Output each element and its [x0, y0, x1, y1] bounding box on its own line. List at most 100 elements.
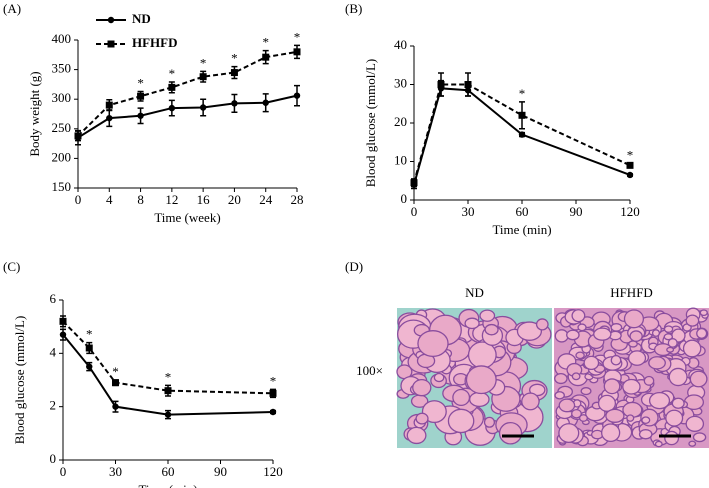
marker — [199, 73, 207, 81]
marker — [199, 104, 207, 111]
follicle — [516, 321, 543, 341]
follicle — [571, 309, 586, 323]
follicle — [623, 309, 645, 329]
follicle — [575, 351, 585, 360]
y-tick-label: 350 — [52, 61, 72, 76]
marker — [105, 101, 113, 109]
significance: * — [262, 35, 269, 50]
x-tick-label: 90 — [214, 464, 227, 479]
follicle — [665, 409, 684, 427]
y-tick-label: 250 — [52, 120, 72, 135]
follicle — [627, 350, 647, 366]
follicle — [483, 416, 496, 428]
follicle — [412, 378, 432, 397]
marker — [168, 104, 176, 112]
follicle — [603, 378, 621, 395]
y-tick-label: 300 — [52, 90, 72, 105]
x-tick-label: 8 — [137, 192, 144, 207]
follicle — [643, 375, 655, 386]
follicle — [601, 423, 621, 443]
x-tick-label: 28 — [291, 192, 304, 207]
significance: * — [165, 369, 172, 384]
panel-label: (B) — [345, 1, 362, 16]
follicle — [688, 440, 697, 447]
follicle — [554, 372, 568, 385]
follicle — [671, 397, 685, 409]
significance: * — [86, 327, 93, 342]
legend-marker — [107, 16, 115, 24]
y-axis-label: Blood glucose (mmol/L) — [363, 59, 378, 188]
follicle — [521, 392, 540, 411]
follicle — [465, 365, 497, 395]
marker — [518, 111, 526, 119]
follicle — [554, 391, 565, 400]
marker — [86, 363, 93, 370]
x-axis-label: Time (min) — [492, 222, 551, 237]
y-tick-label: 0 — [401, 191, 408, 206]
x-tick-label: 12 — [165, 192, 178, 207]
significance: * — [627, 147, 634, 162]
follicle — [571, 408, 582, 419]
follicle — [685, 314, 700, 327]
marker — [464, 81, 472, 88]
y-axis-label: Body weight (g) — [27, 71, 42, 156]
follicle — [558, 398, 576, 413]
x-tick-label: 30 — [109, 464, 122, 479]
marker — [106, 114, 113, 122]
follicle — [629, 330, 643, 342]
y-tick-label: 150 — [52, 179, 72, 194]
marker — [626, 171, 634, 179]
follicle — [685, 415, 705, 432]
follicle — [447, 408, 475, 434]
marker — [137, 92, 145, 100]
follicle — [406, 426, 427, 445]
follicle — [498, 421, 523, 445]
marker — [437, 81, 445, 88]
marker — [269, 389, 277, 397]
panel-label: (D) — [345, 259, 363, 274]
y-tick-label: 400 — [52, 31, 72, 46]
follicle — [577, 323, 587, 332]
x-tick-label: 120 — [263, 464, 283, 479]
marker — [230, 69, 238, 77]
follicle — [689, 370, 708, 388]
follicle — [571, 372, 581, 381]
follicle — [651, 329, 661, 337]
follicle — [417, 330, 449, 357]
marker — [626, 161, 634, 169]
x-tick-label: 16 — [197, 192, 211, 207]
marker — [231, 100, 238, 107]
series-line — [77, 50, 298, 137]
follicle — [641, 416, 651, 425]
follicle — [610, 354, 622, 366]
follicle — [464, 317, 480, 330]
x-tick-label: 30 — [462, 204, 475, 219]
follicle — [654, 440, 663, 448]
legend-label: ND — [132, 11, 151, 26]
follicle — [667, 338, 678, 348]
follicle — [433, 372, 445, 383]
marker — [410, 179, 418, 187]
follicle — [668, 367, 688, 387]
follicle — [421, 400, 447, 424]
marker — [262, 53, 270, 61]
follicle — [622, 378, 641, 395]
image-title: ND — [465, 285, 484, 300]
significance: * — [231, 51, 238, 66]
follicle — [648, 356, 666, 370]
y-tick-label: 200 — [52, 149, 72, 164]
y-tick-label: 30 — [394, 75, 407, 90]
follicle — [580, 387, 592, 396]
y-tick-label: 20 — [394, 114, 407, 129]
marker — [293, 92, 301, 99]
x-tick-label: 120 — [620, 204, 640, 219]
follicle — [682, 339, 702, 358]
y-tick-label: 0 — [50, 451, 57, 466]
follicle — [415, 412, 429, 425]
y-tick-label: 6 — [50, 291, 57, 306]
magnification: 100× — [356, 363, 383, 378]
x-tick-label: 4 — [106, 192, 113, 207]
follicle — [664, 430, 680, 446]
significance: * — [294, 29, 301, 44]
